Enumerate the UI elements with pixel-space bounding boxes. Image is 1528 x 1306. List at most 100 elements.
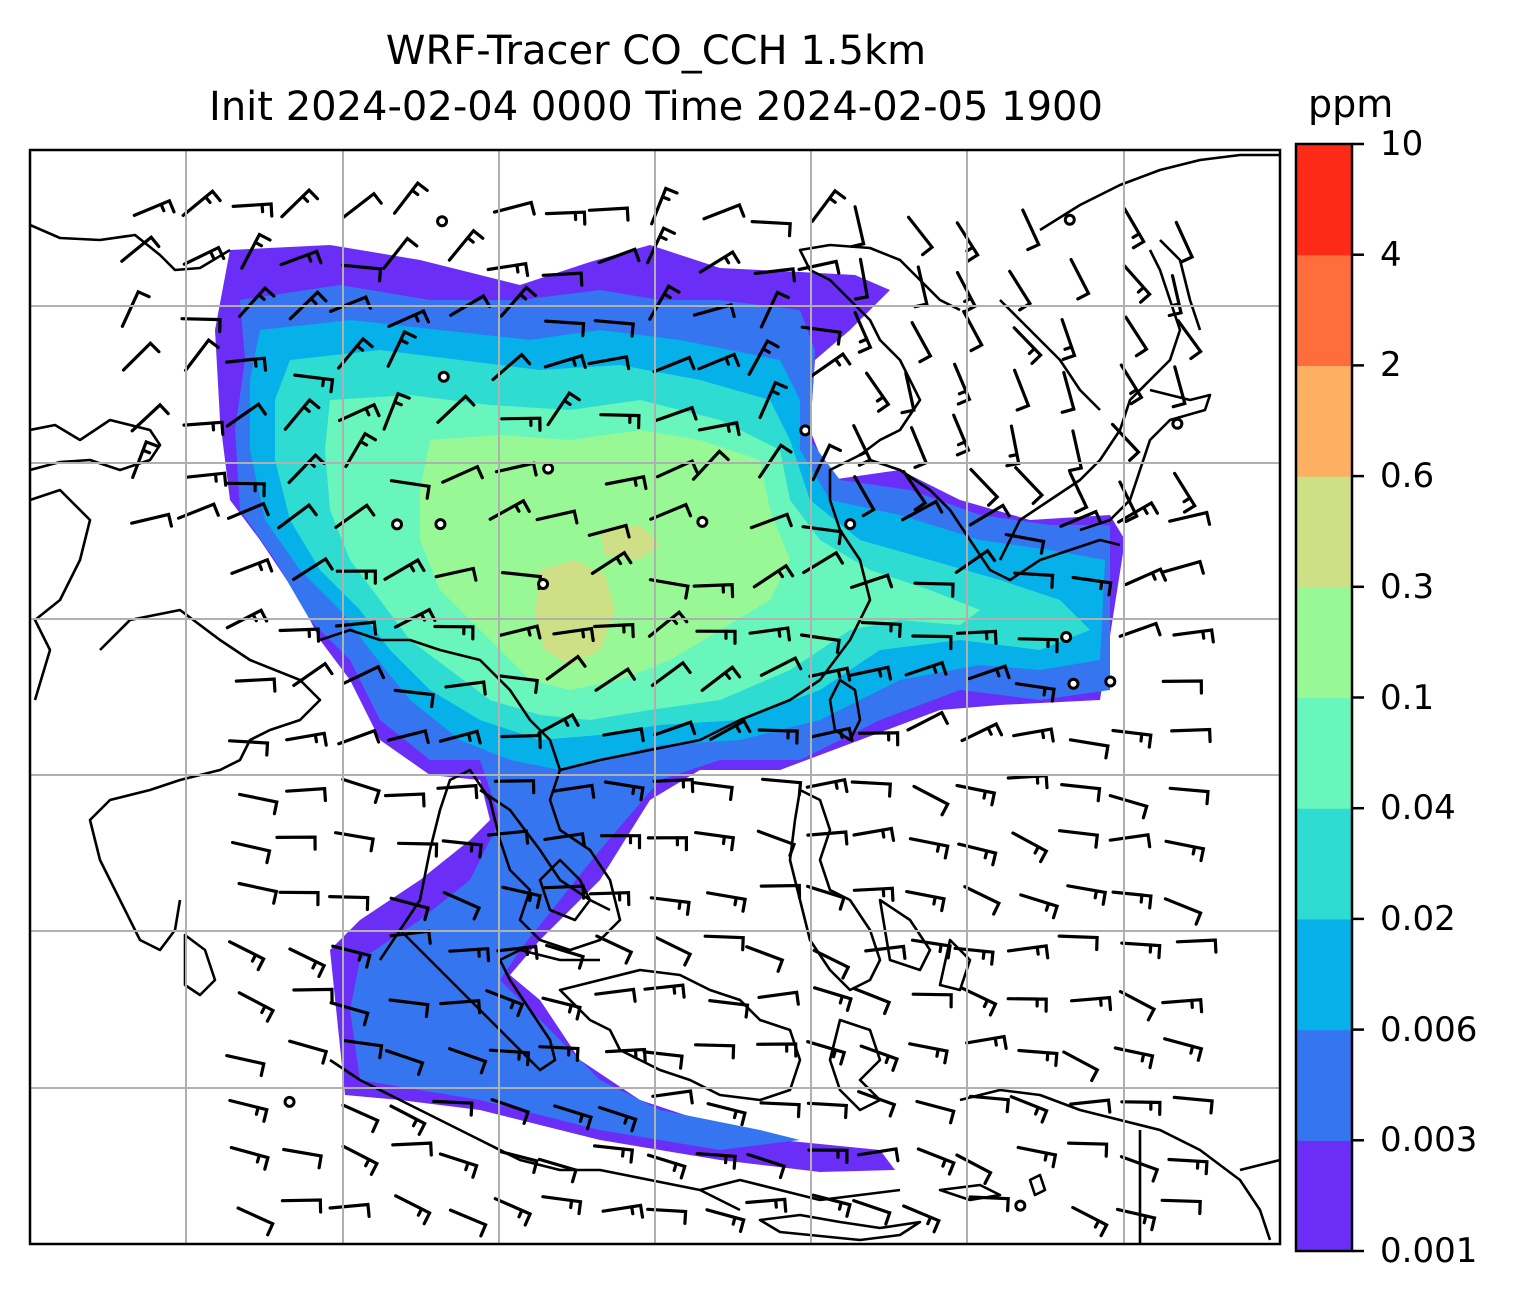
wind-barb (553, 1104, 593, 1131)
wind-barb (599, 834, 642, 850)
wind-barb (1068, 471, 1089, 514)
wind-barb (1170, 727, 1212, 744)
wind-barb (1163, 897, 1203, 926)
wind-barb (543, 884, 586, 900)
wind-barb (649, 896, 691, 916)
wind-barb (646, 1153, 687, 1180)
wind-barb (759, 290, 790, 329)
wind-barb (537, 712, 580, 735)
wind-barb (389, 896, 430, 922)
wind-barb (969, 467, 1000, 507)
wind-barb (1161, 997, 1204, 1014)
wind-barb (850, 205, 866, 249)
wind-barb (383, 557, 426, 581)
colorbar-segment (1296, 586, 1352, 699)
wind-barb (801, 525, 843, 546)
wind-barb (441, 464, 484, 484)
wind-barb (810, 188, 847, 223)
wind-barb (588, 890, 631, 907)
wind-barb (543, 353, 587, 369)
wind-barb (130, 402, 170, 433)
colorbar (1296, 142, 1364, 1253)
wind-barb (277, 502, 318, 530)
wind-barb (444, 680, 487, 696)
wind-barb (603, 780, 645, 802)
wind-barb (859, 1044, 900, 1072)
wind-barb (1111, 728, 1153, 749)
wind-barb (545, 654, 587, 681)
wind-barb (753, 267, 796, 283)
wind-barb (1006, 997, 1048, 1013)
map-frame (28, 148, 1282, 1246)
wind-barb (334, 503, 376, 529)
wind-barb (587, 523, 631, 539)
wind-barb (806, 1040, 847, 1066)
wind-barb (1108, 832, 1152, 849)
wind-barb (655, 458, 699, 479)
wind-barb (285, 786, 327, 803)
colorbar-unit-label: ppm (1308, 82, 1394, 126)
wind-barb (653, 720, 697, 737)
wind-barb (1161, 679, 1203, 695)
wind-barb (543, 831, 586, 848)
wind-barb (493, 1197, 533, 1227)
wind-barb (282, 1147, 323, 1170)
wind-barb (237, 991, 276, 1023)
coastline-south-china (559, 243, 961, 772)
wind-barb (382, 391, 411, 431)
wind-barb (901, 499, 944, 522)
wind-barb (756, 829, 797, 858)
wind-barb (228, 940, 266, 972)
wind-barb (1124, 567, 1167, 587)
colorbar-tick-label: 2 (1380, 345, 1402, 386)
wind-barb (334, 831, 375, 853)
wind-barb (1019, 893, 1060, 920)
wind-barb (910, 321, 933, 364)
wind-barb (1115, 1207, 1157, 1232)
wind-barb (288, 947, 327, 978)
wind-barb (498, 624, 542, 640)
wind-barb (860, 620, 902, 638)
wind-barb (911, 992, 953, 1009)
wind-barb (912, 784, 950, 817)
wind-barb (902, 1204, 941, 1234)
wind-barb (383, 792, 426, 808)
wind-barb (541, 1195, 583, 1216)
wind-barb (853, 257, 870, 301)
wind-barb (646, 836, 688, 852)
wind-barb (1066, 884, 1108, 906)
wind-barb (594, 666, 636, 692)
wind-barb (1118, 989, 1157, 1022)
wind-barb (1122, 264, 1152, 304)
wind-barb (132, 198, 176, 217)
wind-barb (810, 351, 852, 378)
wind-barb (342, 664, 386, 685)
wind-barb (498, 1149, 539, 1175)
wind-barb (852, 1199, 892, 1226)
wind-barb (501, 885, 542, 909)
wind-barb (593, 622, 635, 639)
colorbar-tick-label: 0.1 (1380, 677, 1435, 718)
chart-title: WRF-Tracer CO_CCH 1.5km (385, 28, 927, 74)
wind-barb (1168, 510, 1212, 526)
coastline-arabia-india (30, 223, 322, 997)
wind-barb (285, 731, 328, 747)
wind-barb (1071, 575, 1113, 597)
wind-barb (587, 206, 630, 222)
wind-barb (538, 1045, 580, 1062)
calm-marker (436, 215, 449, 228)
colorbar-segment (1296, 476, 1352, 588)
wind-barb (389, 1104, 427, 1136)
wind-barb (225, 401, 267, 428)
wind-barb (341, 1103, 380, 1134)
wind-barb (1057, 934, 1099, 952)
coastline-korea-japan (869, 249, 1212, 582)
wind-barb (694, 831, 736, 852)
wind-barb (590, 550, 633, 575)
colorbar-segment (1296, 1029, 1352, 1141)
wind-barb (1058, 829, 1100, 849)
wind-barb (864, 944, 907, 960)
wind-barb (224, 356, 268, 372)
colorbar-segment (1296, 808, 1352, 920)
